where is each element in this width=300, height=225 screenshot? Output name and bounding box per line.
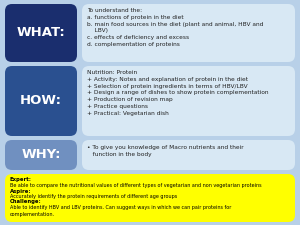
Text: Be able to compare the nutritional values of different types of vegetarian and n: Be able to compare the nutritional value… <box>10 183 262 188</box>
Text: WHAT:: WHAT: <box>16 27 65 40</box>
Text: Aspire:: Aspire: <box>10 189 32 194</box>
Text: Expert:: Expert: <box>10 178 32 182</box>
Text: Nutrition: Protein
+ Activity: Notes and explanation of protein in the diet
+ Se: Nutrition: Protein + Activity: Notes and… <box>87 70 268 116</box>
Text: Accurately identify the protein requirements of different age groups: Accurately identify the protein requirem… <box>10 194 177 199</box>
FancyBboxPatch shape <box>82 140 295 170</box>
FancyBboxPatch shape <box>5 174 295 222</box>
Text: Able to identify HBV and LBV proteins. Can suggest ways in which we can pair pro: Able to identify HBV and LBV proteins. C… <box>10 205 231 217</box>
FancyBboxPatch shape <box>5 66 77 136</box>
FancyBboxPatch shape <box>5 4 77 62</box>
Text: Challenge:: Challenge: <box>10 200 42 205</box>
FancyBboxPatch shape <box>82 4 295 62</box>
Text: HOW:: HOW: <box>20 94 62 108</box>
FancyBboxPatch shape <box>5 140 77 170</box>
FancyBboxPatch shape <box>82 66 295 136</box>
Text: • To give you knowledge of Macro nutrients and their
   function in the body: • To give you knowledge of Macro nutrien… <box>87 145 244 157</box>
Text: WHY:: WHY: <box>21 148 61 162</box>
Text: To understand the:
a. functions of protein in the diet
b. main food sources in t: To understand the: a. functions of prote… <box>87 8 263 47</box>
